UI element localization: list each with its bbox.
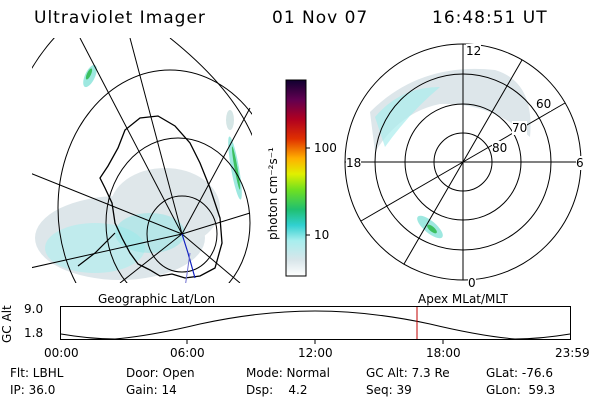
antarctica-outline: [99, 115, 223, 279]
colorbar-unit-label: photon cm⁻²s⁻¹: [266, 147, 280, 240]
mlat-label-60: 60: [536, 97, 552, 111]
magnetic-polar-map: [344, 43, 582, 281]
magnetic-grid: [344, 43, 582, 281]
time-tick-2359: 23:59: [555, 346, 590, 360]
color-scale-bar: [285, 79, 310, 277]
geographic-map-label: Geographic Lat/Lon: [98, 292, 216, 306]
gc-alt-tick-9: 9.0: [24, 302, 44, 316]
altitude-curve: [60, 310, 571, 340]
geographic-map: [32, 38, 252, 283]
mlt-label-18: 18: [346, 156, 362, 170]
orbit-altitude-timeline: [60, 306, 571, 344]
colorbar-tick-100: 100: [314, 141, 337, 155]
mlat-label-80: 80: [492, 141, 508, 155]
door-info: Door: Open: [126, 366, 195, 380]
glon-info: GLon: 59.3: [486, 383, 556, 397]
filter-info: Flt: LBHL: [10, 366, 64, 380]
dsp-info: Dsp: 4.2: [246, 383, 308, 397]
mlt-label-0: 0: [468, 276, 476, 290]
glat-info: GLat: -76.6: [486, 366, 553, 380]
gc-alt-tick-1.8: 1.8: [24, 326, 44, 340]
time-tick-1800: 18:00: [426, 346, 461, 360]
time-tick-1200: 12:00: [298, 346, 333, 360]
ip-info: IP: 36.0: [10, 383, 56, 397]
mlat-label-70: 70: [512, 121, 528, 135]
colorbar-tick-10: 10: [314, 228, 330, 242]
gc-alt-info: GC Alt: 7.3 Re: [366, 366, 450, 380]
magnetic-map-label: Apex MLat/MLT: [418, 292, 508, 306]
mlt-label-12: 12: [466, 44, 482, 58]
time-label: 16:48:51 UT: [432, 8, 548, 28]
mode-info: Mode: Normal: [246, 366, 330, 380]
latitude-grid: [32, 38, 252, 283]
time-tick-0000: 00:00: [44, 346, 79, 360]
seq-info: Seq: 39: [366, 383, 412, 397]
gc-alt-axis-title: GC Alt: [0, 305, 14, 343]
mlt-label-6: 6: [576, 156, 584, 170]
longitude-grid: [32, 38, 252, 283]
gain-info: Gain: 14: [126, 383, 177, 397]
date-label: 01 Nov 07: [272, 8, 369, 28]
instrument-title: Ultraviolet Imager: [34, 8, 206, 28]
aurora-oval-magnetic: [370, 68, 531, 239]
aurora-oval: [35, 64, 242, 280]
time-tick-0600: 06:00: [170, 346, 205, 360]
magnetic-pole-track: [181, 233, 196, 279]
peninsula-outline: [77, 232, 116, 267]
